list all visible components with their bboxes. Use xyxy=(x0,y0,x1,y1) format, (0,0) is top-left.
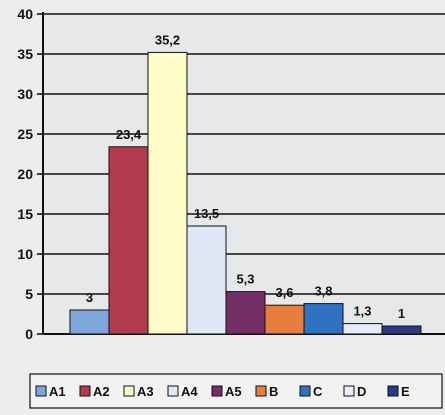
legend-label-c: C xyxy=(313,384,323,399)
bar-a2 xyxy=(108,146,149,335)
bar-a1 xyxy=(69,309,110,335)
data-label-b: 3,6 xyxy=(275,285,293,300)
y-tick-label: 40 xyxy=(17,6,33,22)
bar-a5 xyxy=(225,291,266,335)
legend-swatch-a5 xyxy=(211,385,223,397)
legend-label-e: E xyxy=(401,384,410,399)
bar-e xyxy=(381,325,422,335)
data-labels: 3 23,4 35,2 13,5 5,3 3,6 3,8 1,3 1 xyxy=(86,32,405,321)
y-tick-label: 25 xyxy=(17,126,33,142)
legend-swatch-e xyxy=(387,385,399,397)
y-tick-label: 35 xyxy=(17,46,33,62)
data-label-a1: 3 xyxy=(86,290,93,305)
legend-label-d: D xyxy=(357,384,366,399)
y-tick-label: 5 xyxy=(25,286,33,302)
y-tick-label: 20 xyxy=(17,166,33,182)
y-tick-label: 0 xyxy=(25,326,33,342)
y-tick-label: 10 xyxy=(17,246,33,262)
legend-label-a2: A2 xyxy=(93,384,110,399)
legend-label-b: B xyxy=(269,384,278,399)
y-tick-label: 30 xyxy=(17,86,33,102)
data-label-a4: 13,5 xyxy=(194,206,219,221)
data-label-a5: 5,3 xyxy=(236,272,254,287)
legend-label-a3: A3 xyxy=(137,384,154,399)
legend-label-a1: A1 xyxy=(49,384,66,399)
data-label-a2: 23,4 xyxy=(116,127,142,142)
legend-swatch-c xyxy=(299,385,311,397)
data-label-e: 1 xyxy=(398,306,405,321)
legend-box xyxy=(29,373,443,409)
bar-d xyxy=(342,323,383,335)
data-label-d: 1,3 xyxy=(353,304,371,319)
y-tick-label: 15 xyxy=(17,206,33,222)
legend-swatch-a2 xyxy=(79,385,91,397)
legend-swatch-d xyxy=(343,385,355,397)
bar-a4 xyxy=(186,225,227,335)
bar-a3 xyxy=(147,51,188,335)
bar-b xyxy=(264,304,305,335)
legend-swatch-a1 xyxy=(35,385,47,397)
legend: A1 A2 A3 A4 A5 B C D E xyxy=(29,373,443,409)
data-label-c: 3,8 xyxy=(314,284,332,299)
legend-swatch-a4 xyxy=(167,385,179,397)
legend-swatch-a3 xyxy=(123,385,135,397)
legend-label-a5: A5 xyxy=(225,384,242,399)
data-label-a3: 35,2 xyxy=(155,32,180,47)
legend-swatch-b xyxy=(255,385,267,397)
bar-c xyxy=(303,303,344,335)
bars xyxy=(69,51,422,335)
legend-label-a4: A4 xyxy=(181,384,198,399)
